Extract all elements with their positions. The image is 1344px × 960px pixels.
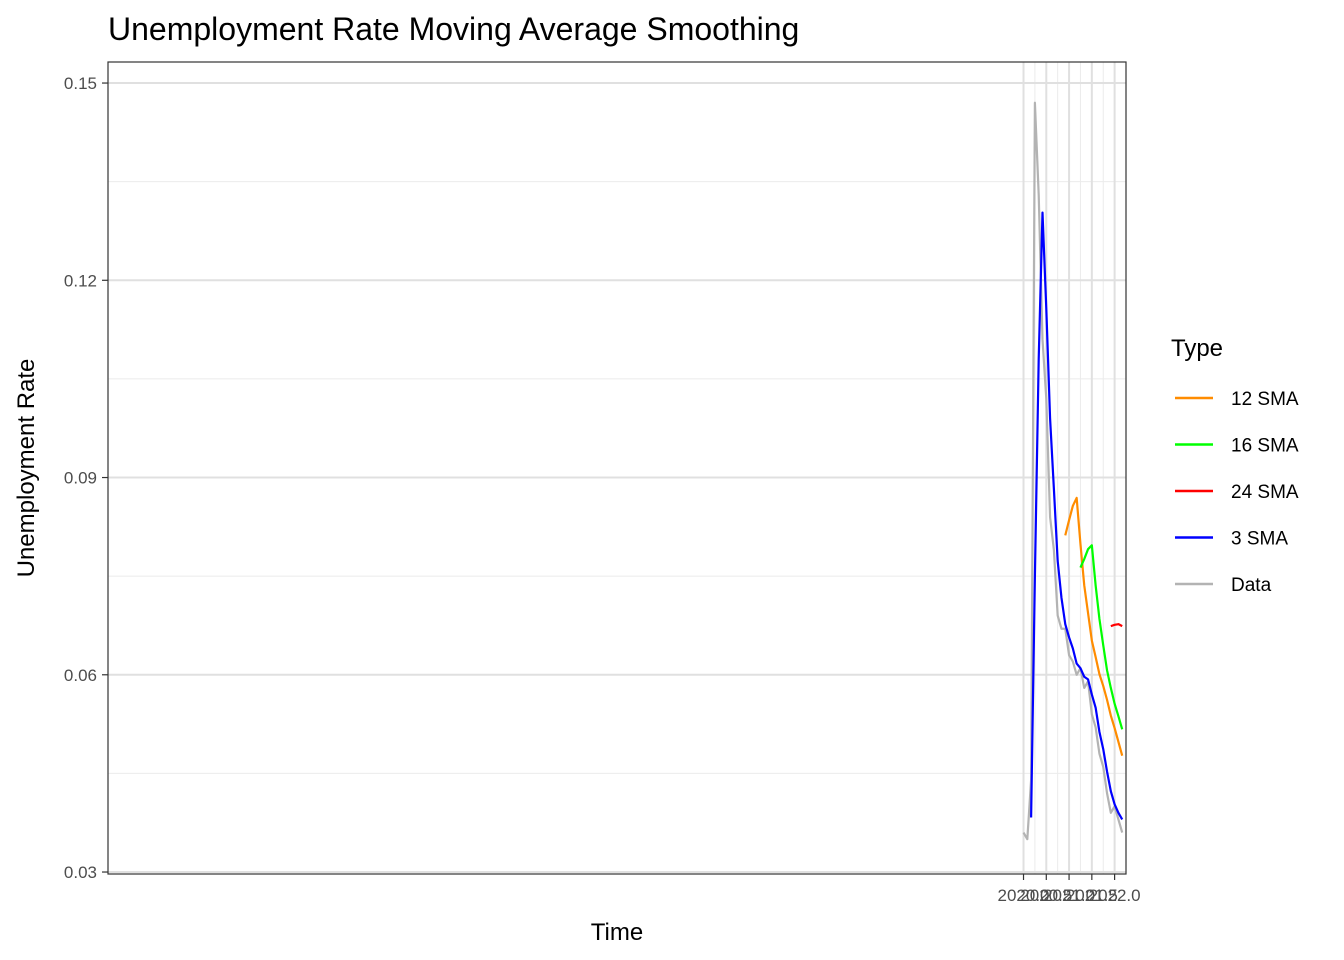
legend-label-24-sma: 24 SMA (1231, 482, 1299, 503)
y-tick-label: 0.03 (64, 863, 97, 882)
x-axis-title: Time (591, 919, 643, 946)
chart-title: Unemployment Rate Moving Average Smoothi… (108, 11, 799, 47)
series-line-3-sma (1030, 211, 1124, 820)
legend: Type 12 SMA 16 SMA 24 SMA 3 SMA Data (1171, 335, 1299, 596)
legend-label-data: Data (1231, 575, 1272, 596)
y-tick-label: 0.09 (64, 469, 97, 488)
y-tick-label: 0.06 (64, 666, 97, 685)
x-tick-label: 2020.0 (998, 886, 1050, 905)
series-line-16-sma (1079, 544, 1124, 730)
legend-label-16-sma: 16 SMA (1231, 436, 1299, 457)
y-tick-label: 0.15 (64, 74, 97, 93)
y-axis-title: Unemployment Rate (13, 359, 40, 578)
x-tick-label: 2022.0 (1089, 886, 1141, 905)
x-tick-label: 2021.5 (1066, 886, 1118, 905)
plot-background (108, 62, 1126, 874)
x-tick-label: 2020.5 (1020, 886, 1072, 905)
plot-panel-border (107, 61, 1127, 875)
y-tick-label: 0.12 (64, 271, 97, 290)
series-line-24-sma (1110, 623, 1123, 628)
legend-title: Type (1171, 335, 1223, 362)
series-line-data (1022, 101, 1124, 841)
legend-label-3-sma: 3 SMA (1231, 529, 1288, 550)
series-line-12-sma (1064, 496, 1124, 756)
series-lines (1022, 101, 1124, 841)
grid (108, 62, 1126, 874)
legend-label-12-sma: 12 SMA (1231, 389, 1299, 410)
x-tick-label: 2021.0 (1043, 886, 1095, 905)
